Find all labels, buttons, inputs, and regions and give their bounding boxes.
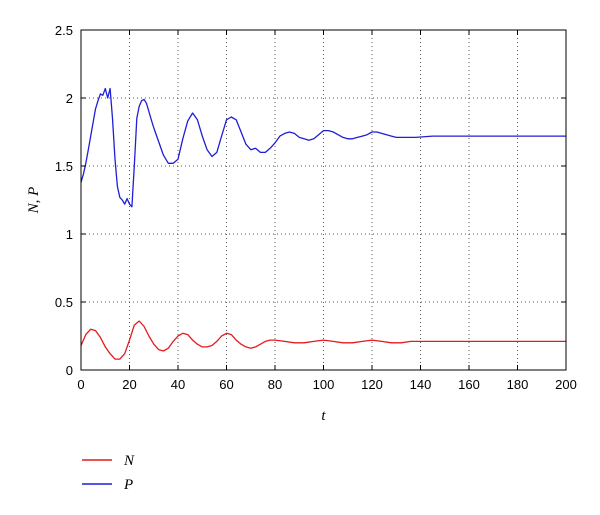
x-tick-label: 0: [77, 377, 84, 392]
x-tick-label: 100: [313, 377, 335, 392]
x-tick-label: 80: [268, 377, 282, 392]
grid: [81, 30, 566, 370]
x-axis-title: t: [321, 408, 326, 424]
x-tick-label: 60: [219, 377, 233, 392]
x-tick-label: 180: [507, 377, 529, 392]
y-axis-title: N, P: [26, 187, 42, 215]
x-tick-label: 200: [555, 377, 577, 392]
y-tick-label: 0.5: [55, 295, 73, 310]
legend-label-p: P: [123, 477, 133, 493]
x-tick-label: 40: [171, 377, 185, 392]
series-layer: [80, 87, 566, 360]
series-line-n: [80, 320, 566, 360]
x-tick-label: 140: [410, 377, 432, 392]
y-tick-label: 1: [66, 227, 73, 242]
y-tick-label: 0: [66, 363, 73, 378]
x-tick-label: 160: [458, 377, 480, 392]
legend-label-n: N: [123, 453, 135, 469]
x-tick-label: 120: [361, 377, 383, 392]
legend: N P: [82, 453, 135, 493]
y-tick-label: 1.5: [55, 159, 73, 174]
series-line-p: [80, 87, 566, 208]
x-tick-label: 20: [122, 377, 136, 392]
y-tick-label: 2: [66, 91, 73, 106]
axis-ticks: 0 20 40 60 80 100 120 140 160 180 200 0 0.5 1 1.5 2 2.5: [55, 23, 577, 392]
y-tick-label: 2.5: [55, 23, 73, 38]
